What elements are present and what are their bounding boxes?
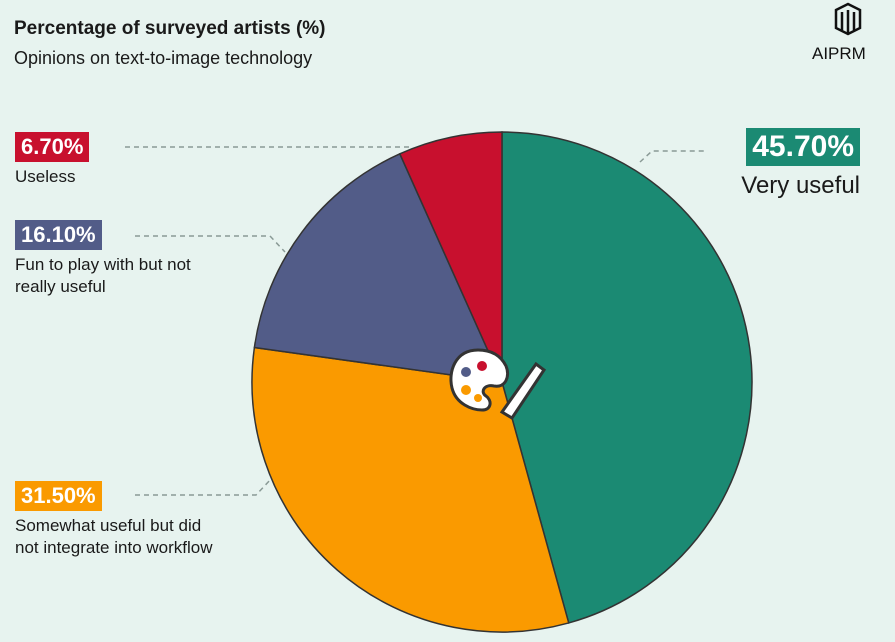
pie-slice — [253, 152, 504, 383]
palette-icon — [449, 348, 547, 421]
brand-logo — [834, 2, 862, 36]
pie-slice — [251, 346, 570, 633]
slice-label: 16.10% Fun to play with but not really us… — [15, 220, 200, 298]
slice-label: 6.70% Useless — [15, 132, 200, 188]
chart-subtitle: Opinions on text-to-image technology — [14, 48, 313, 68]
category-label: Somewhat useful but did not integrate in… — [15, 516, 213, 558]
pie — [251, 131, 753, 633]
category-label: Fun to play with but not really useful — [15, 255, 191, 297]
slice-label: 45.70% Very useful — [705, 128, 860, 201]
leader-lines — [125, 146, 705, 496]
value-label: 45.70% — [746, 128, 860, 166]
pie-slice — [501, 131, 753, 624]
slice-label: 31.50% Somewhat useful but did not integr… — [15, 481, 225, 559]
pie-slice — [398, 131, 503, 383]
category-label: Useless — [15, 167, 76, 186]
chart-title: Percentage of surveyed artists (%) — [14, 18, 326, 39]
value-label: 31.50% — [15, 481, 102, 511]
value-label: 16.10% — [15, 220, 102, 250]
value-label: 6.70% — [15, 132, 90, 162]
brand-name: AIPRM — [812, 44, 866, 63]
category-label: Very useful — [741, 172, 860, 199]
